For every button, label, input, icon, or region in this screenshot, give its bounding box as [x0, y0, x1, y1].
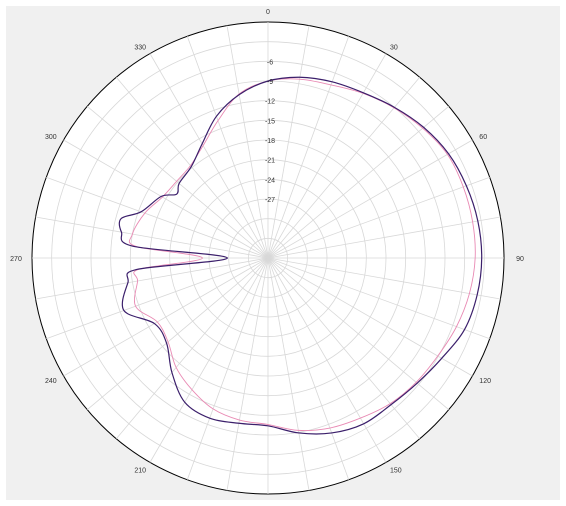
angular-grid-line: [267, 257, 490, 340]
angular-grid-line: [63, 139, 269, 259]
angular-grid-line: [149, 53, 269, 259]
angular-grid-line: [115, 257, 269, 440]
radial-tick-label: -6: [267, 59, 273, 66]
angular-tick-label: 270: [10, 256, 22, 263]
grid: [32, 22, 504, 494]
angular-grid-line: [267, 257, 350, 480]
angular-grid-line: [46, 257, 269, 340]
radial-tick-label: -15: [265, 118, 275, 125]
angular-grid-line: [35, 257, 269, 300]
angular-grid-line: [63, 257, 269, 377]
angular-grid-line: [267, 25, 310, 259]
angular-grid-line: [86, 105, 269, 259]
radial-tick-label: -27: [265, 197, 275, 204]
angular-grid-line: [267, 176, 490, 259]
angular-grid-line: [267, 36, 350, 259]
angular-grid-line: [267, 257, 387, 463]
radial-tick-label: -24: [265, 177, 275, 184]
radial-tick-label: -9: [267, 79, 273, 86]
angular-tick-label: 210: [134, 467, 146, 474]
angular-grid-line: [267, 257, 310, 491]
angular-tick-label: 240: [45, 378, 57, 385]
angular-grid-line: [46, 176, 269, 259]
angular-grid-line: [35, 216, 269, 259]
angular-tick-label: 330: [134, 45, 146, 52]
angular-grid-line: [267, 105, 450, 259]
polar-plot-figure: 0306090120150180210240270300330-6-9-12-1…: [6, 6, 560, 500]
angular-tick-label: 60: [479, 134, 487, 141]
polar-chart: 0306090120150180210240270300330-6-9-12-1…: [10, 9, 524, 495]
angular-grid-line: [226, 25, 269, 259]
angular-grid-line: [186, 257, 269, 480]
angular-tick-label: 150: [390, 467, 402, 474]
angular-grid-line: [149, 257, 269, 463]
angular-tick-label: 300: [45, 134, 57, 141]
series-line: [118, 76, 483, 435]
angular-grid-line: [267, 257, 501, 300]
angular-grid-line: [186, 36, 269, 259]
angular-grid-line: [267, 53, 387, 259]
angular-grid-line: [267, 257, 421, 440]
angular-grid-line: [267, 257, 473, 377]
angular-grid-line: [115, 76, 269, 259]
angular-tick-label: 120: [479, 378, 491, 385]
angular-grid-line: [267, 139, 473, 259]
radial-tick-label: -12: [265, 99, 275, 106]
angular-grid-line: [86, 257, 269, 411]
series-line: [128, 78, 476, 431]
angular-tick-label: 0: [266, 9, 270, 16]
angular-tick-label: 90: [516, 256, 524, 263]
angular-grid-line: [267, 216, 501, 259]
angular-tick-label: 30: [390, 45, 398, 52]
radial-tick-label: -18: [265, 138, 275, 145]
tick-labels: 0306090120150180210240270300330-6-9-12-1…: [10, 9, 524, 474]
angular-grid-line: [226, 257, 269, 491]
series-group: [118, 76, 483, 435]
radial-tick-label: -21: [265, 158, 275, 165]
angular-grid-line: [267, 257, 450, 411]
